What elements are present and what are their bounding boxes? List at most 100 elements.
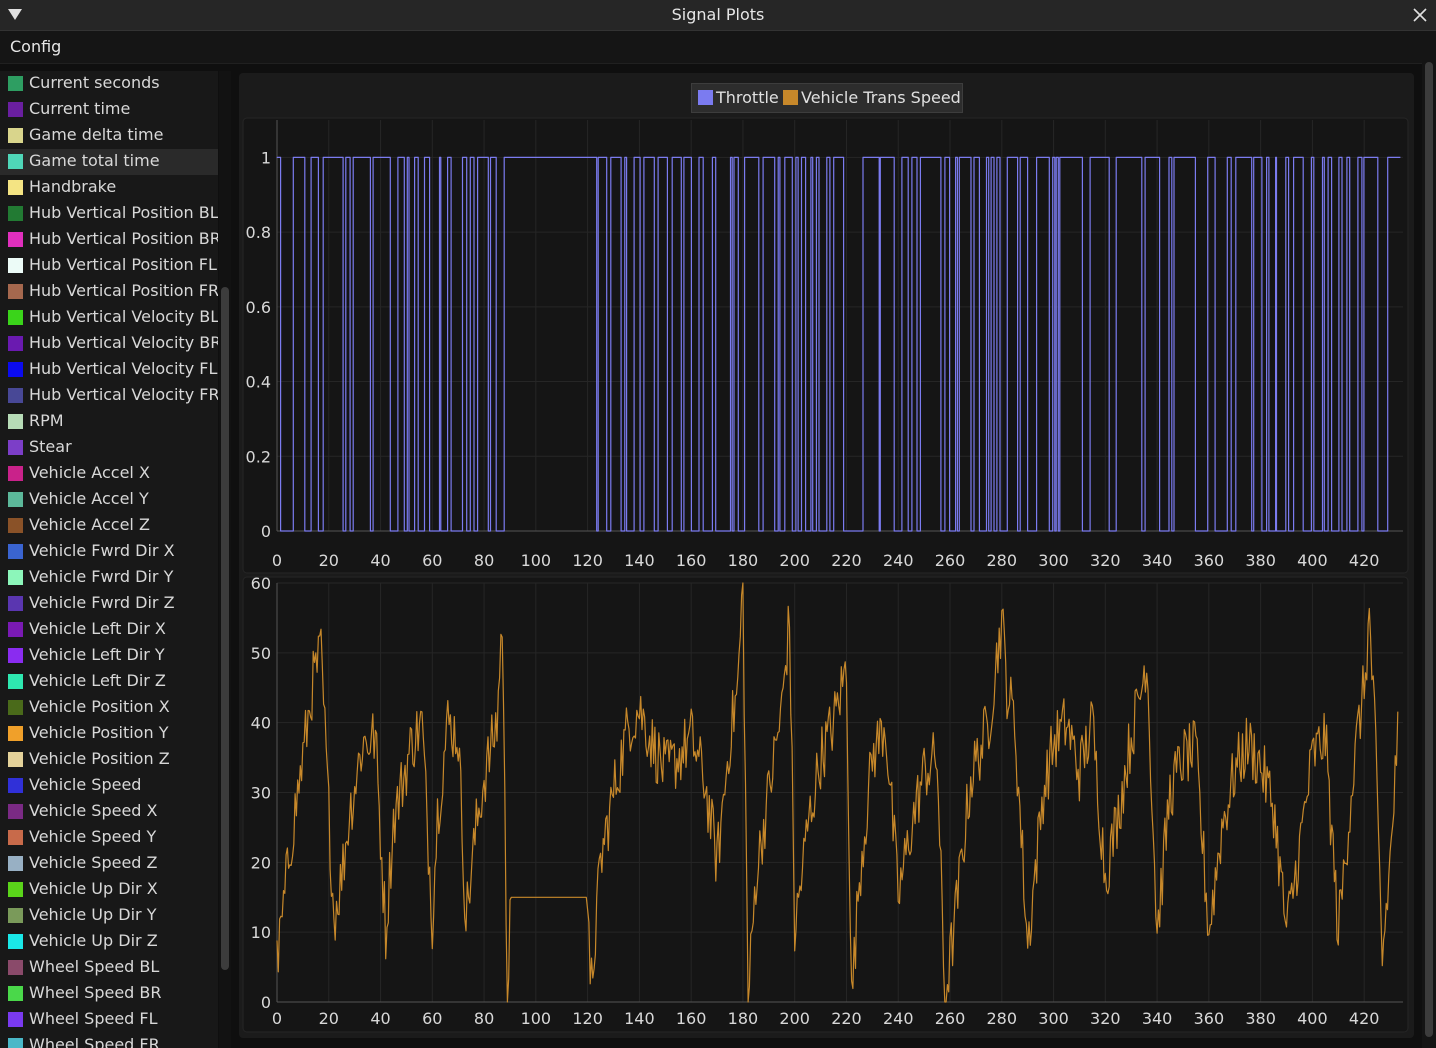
title-bar: Signal Plots xyxy=(0,0,1436,31)
signal-item[interactable]: Vehicle Accel Z xyxy=(0,513,218,539)
signal-color-swatch xyxy=(8,960,23,975)
signal-color-swatch xyxy=(8,752,23,767)
signal-label: Vehicle Position X xyxy=(29,697,170,716)
signal-item[interactable]: Handbrake xyxy=(0,175,218,201)
signal-item[interactable]: Vehicle Accel Y xyxy=(0,487,218,513)
signal-item[interactable]: RPM xyxy=(0,409,218,435)
signal-item[interactable]: Vehicle Left Dir Z xyxy=(0,669,218,695)
signal-color-swatch xyxy=(8,544,23,559)
signal-label: Vehicle Up Dir Y xyxy=(29,905,157,924)
signal-item[interactable]: Stear xyxy=(0,435,218,461)
signal-item[interactable]: Hub Vertical Position FR xyxy=(0,279,218,305)
config-menu[interactable]: Config xyxy=(10,37,62,56)
signal-color-swatch xyxy=(8,1012,23,1027)
y-tick-label: 0 xyxy=(261,522,271,541)
y-tick-label: 20 xyxy=(251,853,271,872)
x-tick-label: 60 xyxy=(422,1009,442,1028)
menu-bar: Config xyxy=(0,31,1436,64)
signal-item[interactable]: Vehicle Up Dir X xyxy=(0,877,218,903)
signal-item[interactable]: Current time xyxy=(0,97,218,123)
signal-label: Vehicle Speed X xyxy=(29,801,158,820)
signal-item[interactable]: Wheel Speed FR xyxy=(0,1033,218,1048)
signal-item[interactable]: Vehicle Speed Z xyxy=(0,851,218,877)
signal-item[interactable]: Wheel Speed BR xyxy=(0,981,218,1007)
signal-label: Vehicle Fwrd Dir Z xyxy=(29,593,175,612)
y-tick-label: 0.8 xyxy=(246,223,271,242)
signal-item[interactable]: Vehicle Accel X xyxy=(0,461,218,487)
signal-color-swatch xyxy=(8,570,23,585)
signal-color-swatch xyxy=(8,804,23,819)
main-scrollbar-thumb[interactable] xyxy=(1425,62,1433,1037)
signal-item[interactable]: Hub Vertical Velocity FL xyxy=(0,357,218,383)
y-tick-label: 0.2 xyxy=(246,447,271,466)
signal-label: Hub Vertical Position BL xyxy=(29,203,218,222)
signal-label: Vehicle Up Dir Z xyxy=(29,931,158,950)
signal-color-swatch xyxy=(8,830,23,845)
signal-item[interactable]: Hub Vertical Position BL xyxy=(0,201,218,227)
signal-color-swatch xyxy=(8,310,23,325)
signal-item[interactable]: Hub Vertical Velocity FR xyxy=(0,383,218,409)
signal-item[interactable]: Game delta time xyxy=(0,123,218,149)
signal-label: Hub Vertical Velocity BL xyxy=(29,307,218,326)
signal-item[interactable]: Vehicle Up Dir Z xyxy=(0,929,218,955)
signal-item[interactable]: Vehicle Left Dir X xyxy=(0,617,218,643)
signal-item[interactable]: Wheel Speed BL xyxy=(0,955,218,981)
legend-label-vehicle-trans-speed: Vehicle Trans Speed xyxy=(801,88,961,107)
speed-series-line xyxy=(276,582,1399,1003)
collapse-triangle-icon[interactable] xyxy=(8,9,22,21)
signal-label: Game delta time xyxy=(29,125,164,144)
signal-color-swatch xyxy=(8,76,23,91)
x-tick-label: 280 xyxy=(987,1009,1018,1028)
signal-item[interactable]: Current seconds xyxy=(0,71,218,97)
signal-item[interactable]: Hub Vertical Velocity BL xyxy=(0,305,218,331)
x-tick-label: 40 xyxy=(370,551,390,570)
signal-color-swatch xyxy=(8,180,23,195)
signal-list[interactable]: Current seconds Current time Game delta ti… xyxy=(0,71,218,1048)
signal-item[interactable]: Vehicle Left Dir Y xyxy=(0,643,218,669)
signal-item[interactable]: Vehicle Position Z xyxy=(0,747,218,773)
x-tick-label: 100 xyxy=(521,551,552,570)
signal-color-swatch xyxy=(8,778,23,793)
x-tick-label: 380 xyxy=(1245,1009,1276,1028)
legend-swatch-throttle xyxy=(698,90,713,105)
signal-label: Hub Vertical Velocity FL xyxy=(29,359,218,378)
signal-color-swatch xyxy=(8,154,23,169)
y-tick-label: 50 xyxy=(251,644,271,663)
signal-item[interactable]: Hub Vertical Position FL xyxy=(0,253,218,279)
signal-label: Hub Vertical Position BR xyxy=(29,229,218,248)
signal-item[interactable]: Vehicle Up Dir Y xyxy=(0,903,218,929)
signal-item[interactable]: Vehicle Fwrd Dir X xyxy=(0,539,218,565)
signal-item[interactable]: Hub Vertical Velocity BR xyxy=(0,331,218,357)
signal-color-swatch xyxy=(8,258,23,273)
signal-item[interactable]: Vehicle Position Y xyxy=(0,721,218,747)
signal-item[interactable]: Vehicle Speed xyxy=(0,773,218,799)
signal-label: Vehicle Left Dir Z xyxy=(29,671,166,690)
close-icon[interactable] xyxy=(1412,7,1428,23)
signal-item[interactable]: Vehicle Speed Y xyxy=(0,825,218,851)
x-tick-label: 100 xyxy=(521,1009,552,1028)
signal-color-swatch xyxy=(8,908,23,923)
signal-label: Hub Vertical Position FL xyxy=(29,255,217,274)
signal-label: Current time xyxy=(29,99,131,118)
signal-list-scrollbar-thumb[interactable] xyxy=(221,287,229,970)
signal-item[interactable]: Vehicle Fwrd Dir Z xyxy=(0,591,218,617)
signal-item[interactable]: Vehicle Fwrd Dir Y xyxy=(0,565,218,591)
x-tick-label: 360 xyxy=(1194,551,1225,570)
signal-label: Vehicle Position Y xyxy=(29,723,169,742)
signal-color-swatch xyxy=(8,284,23,299)
signal-item[interactable]: Vehicle Position X xyxy=(0,695,218,721)
signal-label: Wheel Speed BR xyxy=(29,983,162,1002)
signal-label: Vehicle Position Z xyxy=(29,749,170,768)
signal-item[interactable]: Wheel Speed FL xyxy=(0,1007,218,1033)
signal-color-swatch xyxy=(8,622,23,637)
signal-color-swatch xyxy=(8,856,23,871)
x-tick-label: 260 xyxy=(935,1009,966,1028)
signal-item[interactable]: Hub Vertical Position BR xyxy=(0,227,218,253)
x-tick-label: 220 xyxy=(831,551,862,570)
y-tick-label: 0.6 xyxy=(246,298,271,317)
x-tick-label: 340 xyxy=(1142,1009,1173,1028)
signal-item[interactable]: Game total time xyxy=(0,149,218,175)
x-tick-label: 20 xyxy=(319,551,339,570)
signal-item[interactable]: Vehicle Speed X xyxy=(0,799,218,825)
